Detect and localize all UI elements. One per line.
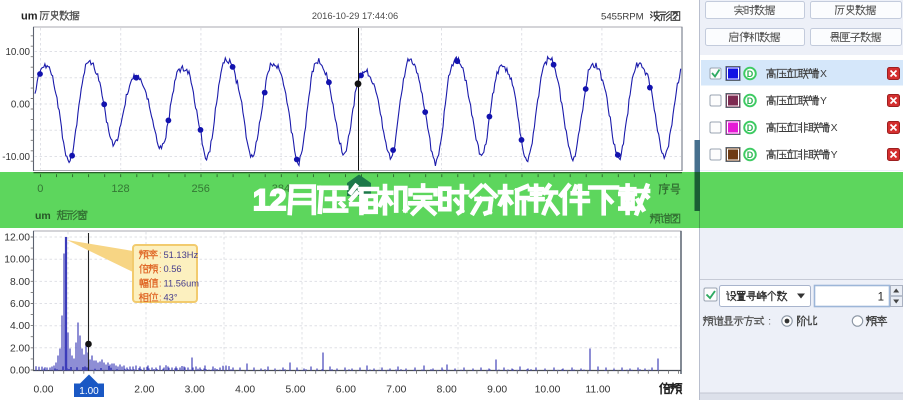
svg-text:D: D (747, 96, 754, 106)
svg-text:43°: 43° (164, 293, 178, 303)
svg-text:1.00: 1.00 (79, 386, 99, 397)
svg-text:10.00: 10.00 (4, 255, 30, 266)
svg-text:51.13Hz: 51.13Hz (164, 250, 199, 260)
svg-text:3.00: 3.00 (185, 385, 205, 396)
svg-text:12: 12 (253, 184, 286, 217)
svg-text:X: X (820, 69, 827, 80)
svg-text::: : (159, 250, 162, 261)
svg-text:D: D (747, 69, 754, 79)
svg-text:12.00: 12.00 (4, 233, 30, 244)
svg-text:10.00: 10.00 (5, 47, 30, 58)
svg-text:D: D (747, 123, 754, 133)
svg-text:um: um (21, 11, 38, 23)
svg-text:0.00: 0.00 (33, 385, 53, 396)
svg-text:8.00: 8.00 (437, 385, 457, 396)
svg-text:4.00: 4.00 (235, 385, 255, 396)
svg-text:5455RPM: 5455RPM (601, 12, 644, 23)
svg-text:2.00: 2.00 (10, 343, 30, 354)
svg-text:D: D (747, 150, 754, 160)
svg-text:0.00: 0.00 (10, 366, 30, 377)
svg-text:2.00: 2.00 (134, 385, 154, 396)
svg-text:10.00: 10.00 (535, 385, 561, 396)
svg-text:11.56um: 11.56um (164, 278, 200, 288)
svg-text:1: 1 (878, 292, 884, 304)
svg-text::: : (768, 317, 771, 328)
svg-text:Y: Y (831, 150, 838, 161)
svg-text:Y: Y (820, 96, 827, 107)
svg-text:5.00: 5.00 (285, 385, 305, 396)
svg-text:0.00: 0.00 (11, 99, 31, 110)
svg-text:2016-10-29 17:44:06: 2016-10-29 17:44:06 (312, 11, 398, 21)
svg-text:9.00: 9.00 (487, 385, 507, 396)
svg-text:X: X (831, 123, 838, 134)
svg-text:0.56: 0.56 (164, 264, 182, 274)
svg-text:6.00: 6.00 (10, 299, 30, 310)
svg-text:7.00: 7.00 (386, 385, 406, 396)
svg-text::: : (159, 293, 162, 304)
svg-text::: : (159, 264, 162, 275)
svg-text::: : (159, 278, 162, 289)
svg-text:11.00: 11.00 (585, 385, 610, 396)
svg-text:6.00: 6.00 (336, 385, 356, 396)
svg-text:4.00: 4.00 (10, 321, 30, 332)
svg-text:8.00: 8.00 (10, 277, 30, 288)
svg-text:-10.00: -10.00 (2, 152, 30, 163)
